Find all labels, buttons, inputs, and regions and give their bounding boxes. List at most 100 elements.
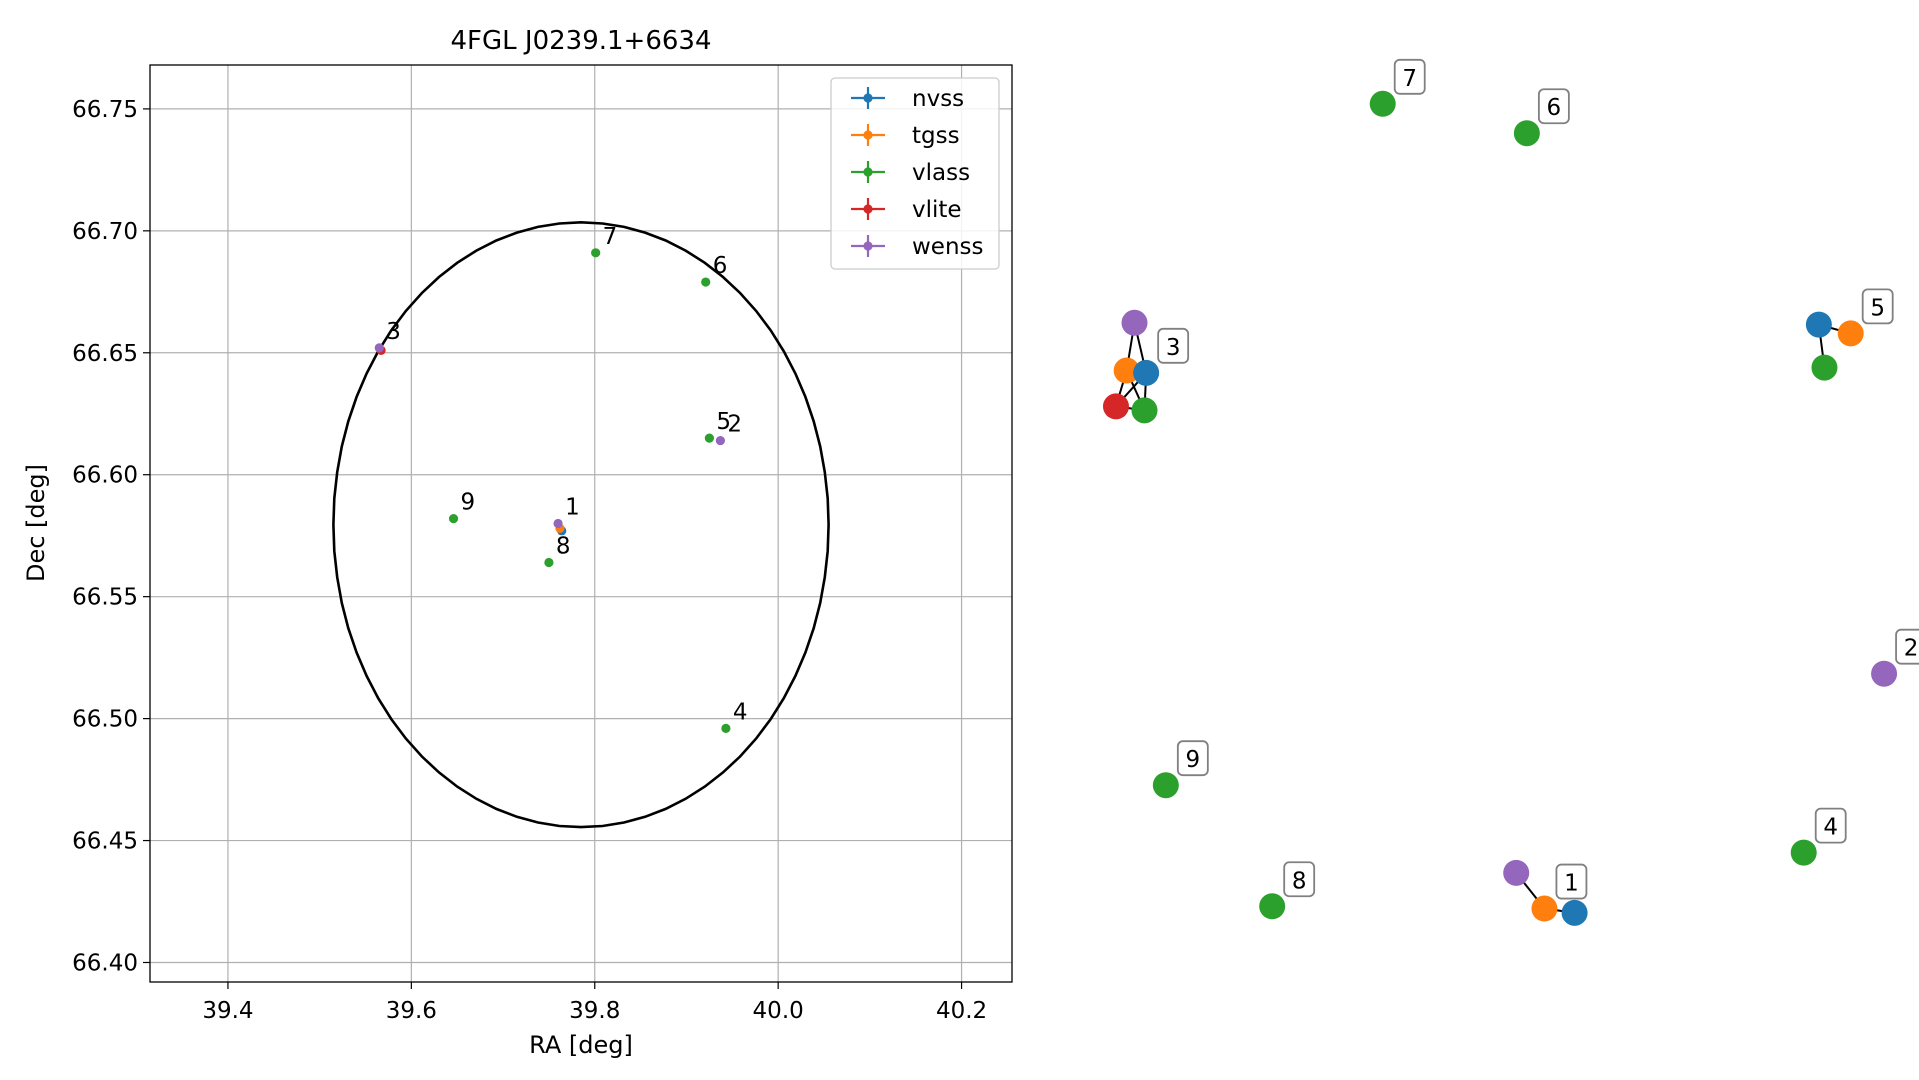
error-ellipse-layer [332, 220, 830, 829]
legend-entry-nvss: nvss [851, 86, 964, 112]
point-label: 5 [716, 409, 731, 435]
chart-title: 4FGL J0239.1+6634 [451, 26, 712, 56]
group-label-frame [1393, 58, 1426, 95]
y-tick-label: 66.70 [72, 219, 138, 245]
point-vlass [701, 277, 711, 287]
y-tick-label: 66.65 [72, 341, 138, 367]
legend-label: vlite [912, 197, 962, 223]
group-label-box: 5 [1861, 288, 1894, 325]
legend-entry-vlite: vlite [851, 197, 962, 223]
group-label-box: 9 [1176, 740, 1209, 777]
graph-node-vlass [1790, 839, 1817, 866]
group-label-frame [1537, 88, 1570, 125]
point-wenss [553, 518, 563, 529]
group-label-text: 7 [1402, 66, 1417, 92]
legend-marker-dot [863, 204, 873, 214]
graph-group-labels: 7 6 3 5 2 9 1 8 4 [1157, 58, 1919, 900]
point-wenss [715, 435, 725, 446]
group-label-box: 8 [1283, 861, 1316, 898]
y-tick-label: 66.45 [72, 829, 138, 855]
x-tick-label: 40.0 [753, 998, 804, 1024]
graph-node-wenss [1121, 309, 1148, 336]
legend-marker-dot [863, 93, 873, 103]
graph-edges [1115, 322, 1851, 914]
x-tick-label: 39.6 [386, 998, 437, 1024]
axis-ticks: 39.4 39.6 39.8 40.0 40.2 66.40 66.45 66.50 66.55… [72, 97, 987, 1024]
group-label-text: 8 [1292, 868, 1307, 894]
point-vlass [448, 514, 459, 524]
point-wenss [374, 343, 384, 353]
y-tick-label: 66.40 [72, 950, 138, 976]
group-label-frame [1861, 288, 1894, 325]
point-label: 6 [713, 253, 728, 279]
group-label-frame [1814, 807, 1847, 844]
group-label-text: 9 [1186, 747, 1201, 773]
graph-node-tgss [1837, 320, 1864, 347]
y-tick-label: 66.55 [72, 585, 138, 611]
graph-node-vlass [1513, 120, 1540, 147]
group-label-box: 6 [1537, 88, 1570, 125]
group-label-frame [1283, 861, 1316, 898]
y-axis-label: Dec [deg] [22, 464, 50, 582]
legend-marker-dot [863, 167, 873, 177]
legend-entry-tgss: tgss [851, 123, 960, 149]
graph-node-wenss [1871, 660, 1898, 687]
point-vlass [704, 433, 714, 443]
error-ellipse [332, 220, 830, 829]
x-axis-label: RA [deg] [529, 1031, 633, 1059]
legend-entry-wenss: wenss [851, 234, 984, 260]
graph-node-vlass [1811, 354, 1838, 381]
graph-node-vlass [1131, 397, 1158, 424]
legend-label: wenss [912, 234, 984, 260]
y-tick-label: 66.50 [72, 707, 138, 733]
group-label-text: 3 [1166, 335, 1181, 361]
group-label-frame [1176, 740, 1209, 777]
group-label-box: 7 [1393, 58, 1426, 95]
legend-label: nvss [912, 86, 964, 112]
group-label-text: 5 [1870, 295, 1885, 321]
group-label-box: 3 [1157, 327, 1190, 364]
group-label-text: 4 [1823, 815, 1838, 841]
graph-node-nvss [1805, 311, 1832, 338]
point-vlass [591, 248, 601, 258]
x-tick-label: 40.2 [936, 998, 987, 1024]
point-label: 3 [386, 319, 401, 345]
y-tick-label: 66.75 [72, 97, 138, 123]
legend: nvss tgss vlass vlite wenss [830, 77, 1000, 270]
data-points [374, 248, 731, 733]
graph-node-tgss [1113, 357, 1140, 384]
y-tick-label: 66.60 [72, 463, 138, 489]
graph-node-tgss [1531, 895, 1558, 922]
legend-entry-vlass: vlass [851, 160, 970, 186]
graph-node-wenss [1503, 859, 1530, 886]
point-label: 4 [733, 699, 748, 725]
legend-label: vlass [912, 160, 970, 186]
graph-node-nvss [1561, 899, 1588, 926]
group-label-text: 6 [1547, 95, 1562, 121]
x-tick-label: 39.4 [202, 998, 253, 1024]
legend-box [830, 77, 1000, 270]
point-label: 2 [727, 412, 742, 438]
group-label-box: 4 [1814, 807, 1847, 844]
group-label-text: 1 [1564, 871, 1579, 897]
point-vlass [721, 723, 731, 733]
group-label-box: 1 [1555, 863, 1588, 900]
point-label: 1 [565, 495, 580, 521]
point-label: 7 [603, 224, 618, 250]
association-graph-panel: 7 6 3 5 2 9 1 8 4 [1102, 58, 1919, 926]
x-tick-label: 39.8 [569, 998, 620, 1024]
legend-label: tgss [912, 123, 960, 149]
group-label-frame [1157, 327, 1190, 364]
legend-entries: nvss tgss vlass vlite wenss [851, 86, 984, 260]
group-label-box: 2 [1895, 628, 1919, 665]
graph-node-vlass [1369, 90, 1396, 117]
group-label-text: 2 [1904, 636, 1919, 662]
point-label: 8 [556, 534, 571, 560]
point-labels: 7 6 3 52 9 1 8 4 [386, 224, 747, 726]
sky-scatter-panel: 7 6 3 52 9 1 8 4 39.4 39.6 39.8 40.0 40.2 66.40 66.45… [22, 26, 1013, 1059]
group-label-frame [1555, 863, 1588, 900]
graph-node-vlite [1102, 393, 1129, 420]
legend-marker-dot [863, 130, 873, 140]
legend-marker-dot [863, 241, 873, 251]
